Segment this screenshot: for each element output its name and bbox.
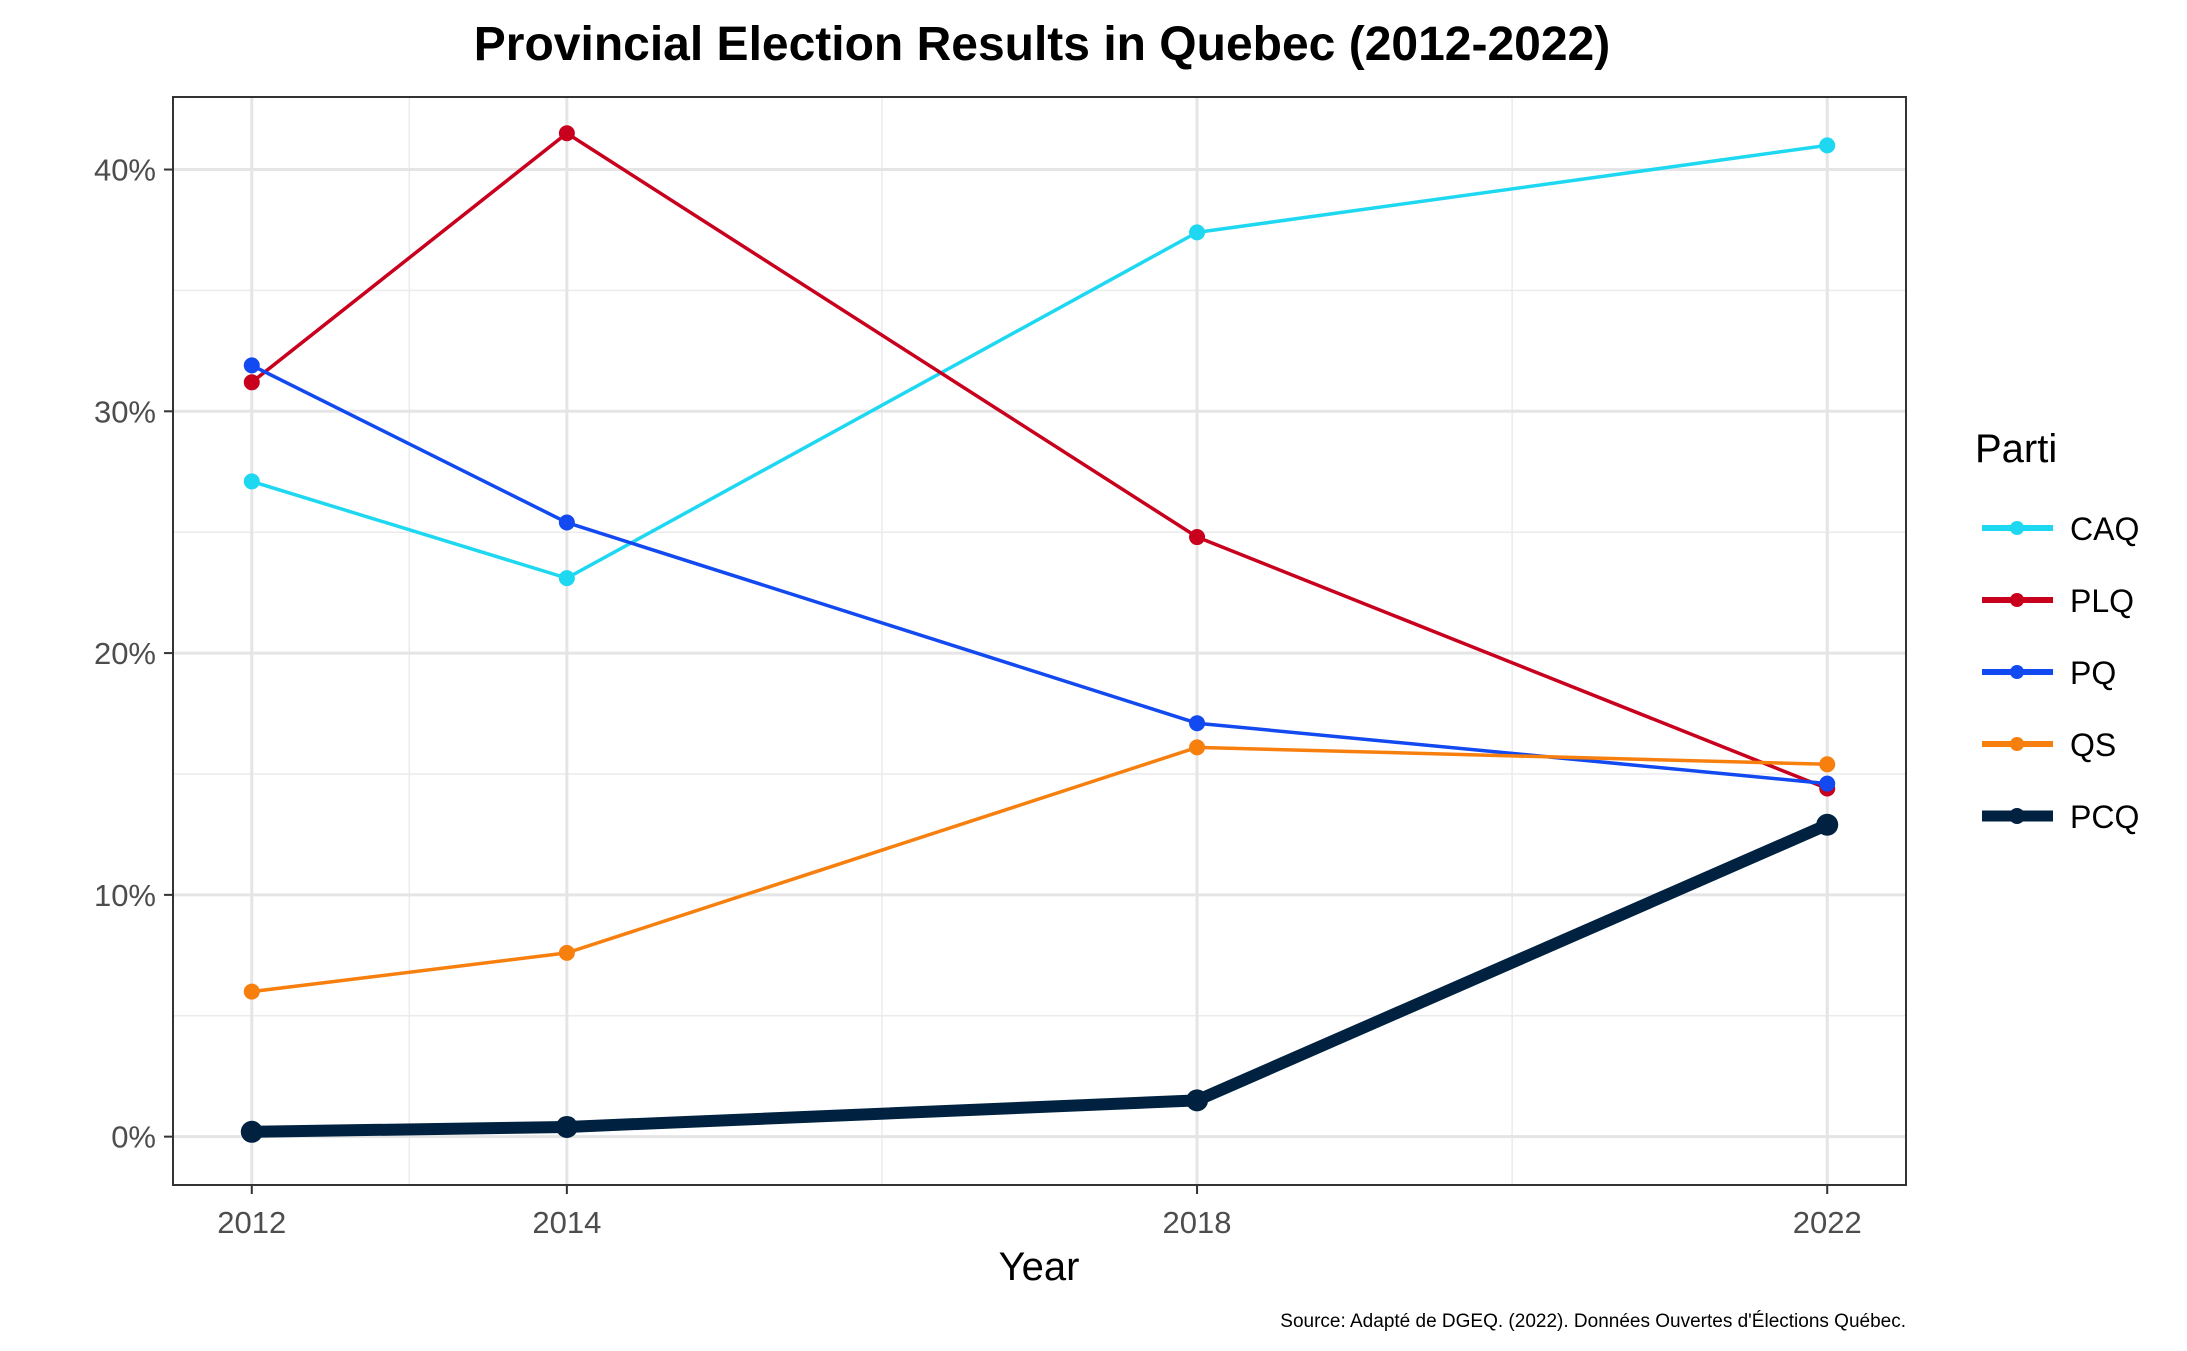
data-point-plq-2014 [558, 125, 575, 142]
y-tick-label: 10% [94, 878, 156, 913]
source-caption: Source: Adapté de DGEQ. (2022). Données … [1280, 1311, 1906, 1332]
data-point-plq-2012 [243, 374, 260, 391]
data-point-pcq-2012 [240, 1120, 263, 1143]
legend: Parti CAQ PLQ PQ QS PCQ [1975, 427, 2139, 835]
series-line-caq [250, 143, 1829, 580]
series-lines [245, 131, 1834, 1138]
x-axis: 2012 2014 2018 2022 [217, 1185, 1862, 1240]
y-tick-label: 30% [94, 394, 156, 429]
series-line-qs [250, 745, 1829, 994]
series-line-pcq [245, 818, 1834, 1138]
x-tick-label: 2012 [217, 1205, 286, 1240]
data-point-pcq-2018 [1186, 1089, 1209, 1112]
data-point-pcq-2014 [555, 1115, 578, 1138]
minor-gridlines [173, 97, 1906, 1185]
legend-label-qs: QS [2070, 727, 2116, 763]
x-tick-label: 2022 [1793, 1205, 1862, 1240]
y-tick-label: 40% [94, 153, 156, 188]
y-tick-label: 0% [111, 1120, 156, 1155]
data-point-pq-2022 [1819, 775, 1836, 792]
data-point-pq-2018 [1189, 715, 1206, 732]
legend-key-point-plq [2010, 593, 2024, 607]
data-point-pq-2014 [558, 514, 575, 531]
plot-background [173, 97, 1906, 1185]
data-point-pq-2012 [243, 357, 260, 374]
plot-border [172, 96, 1907, 1186]
series-line-pq [250, 363, 1829, 786]
legend-label-pcq: PCQ [2070, 799, 2139, 835]
x-tick-label: 2018 [1163, 1205, 1232, 1240]
data-point-qs-2014 [558, 944, 575, 961]
legend-key-point-qs [2010, 737, 2024, 751]
chart-title: Provincial Election Results in Quebec (2… [474, 18, 1610, 71]
data-point-caq-2022 [1819, 137, 1836, 154]
legend-title: Parti [1975, 427, 2057, 471]
y-tick-label: 20% [94, 636, 156, 671]
legend-key-point-caq [2010, 521, 2024, 535]
series-line-plq [250, 131, 1829, 791]
legend-key-point-pcq [2009, 808, 2025, 824]
legend-label-caq: CAQ [2070, 511, 2139, 547]
data-point-pcq-2022 [1816, 813, 1839, 836]
series-points [240, 125, 1839, 1143]
legend-label-plq: PLQ [2070, 583, 2134, 619]
legend-label-pq: PQ [2070, 655, 2116, 691]
legend-items: CAQ PLQ PQ QS PCQ [1982, 511, 2139, 835]
data-point-qs-2012 [243, 983, 260, 1000]
data-point-caq-2014 [558, 570, 575, 587]
legend-key-point-pq [2010, 665, 2024, 679]
data-point-plq-2018 [1189, 529, 1206, 546]
data-point-caq-2012 [243, 473, 260, 490]
plot-area [172, 96, 1907, 1186]
x-tick-label: 2014 [532, 1205, 601, 1240]
data-point-caq-2018 [1189, 224, 1206, 241]
y-axis: 0% 10% 20% 30% 40% [94, 153, 173, 1155]
major-gridlines [173, 97, 1906, 1185]
x-axis-title: Year [999, 1245, 1080, 1289]
data-point-qs-2022 [1819, 756, 1836, 773]
data-point-qs-2018 [1189, 739, 1206, 756]
